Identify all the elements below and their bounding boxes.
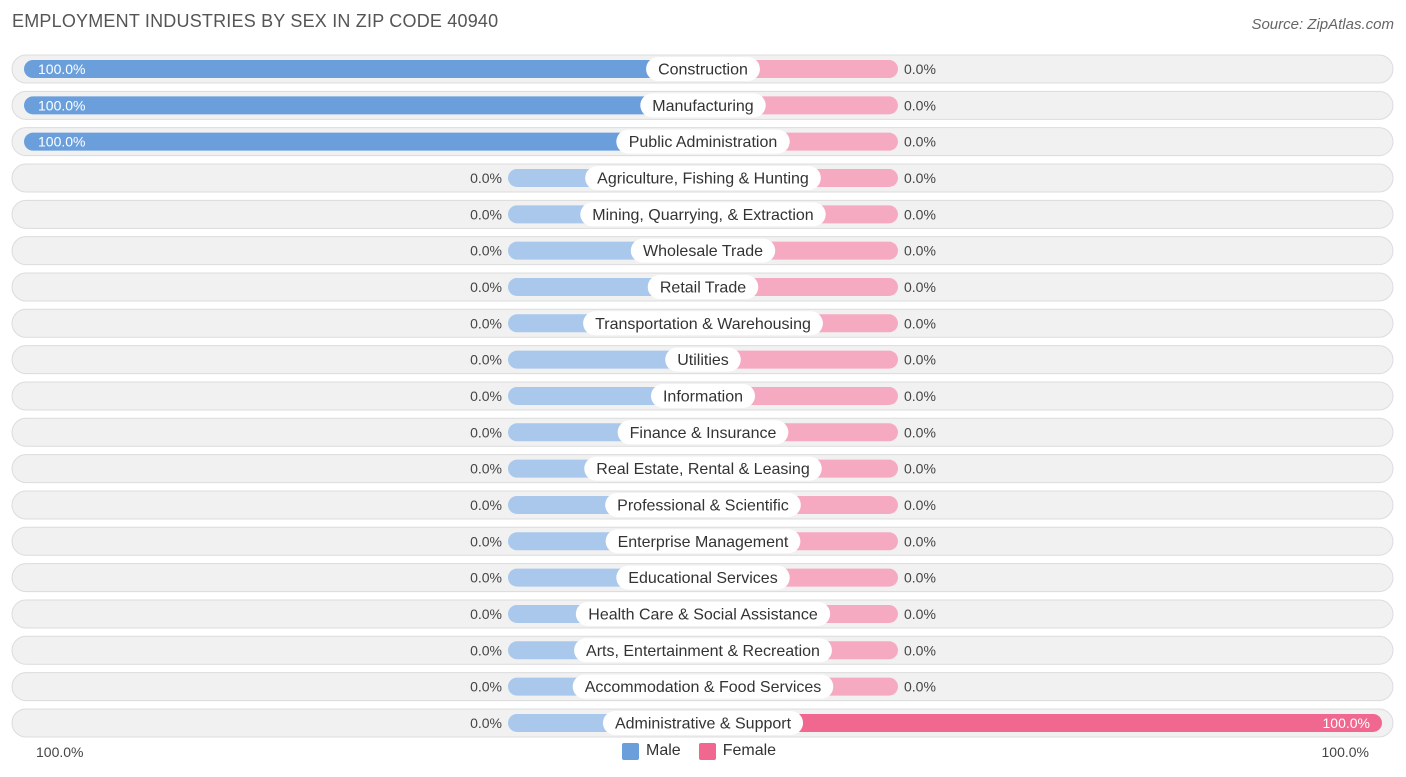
category-pill <box>647 274 759 299</box>
axis-right-label: 100.0% <box>1321 744 1369 760</box>
female-value-label: 0.0% <box>904 388 936 404</box>
category-pill <box>650 383 756 408</box>
category-pill <box>616 565 790 590</box>
male-value-label: 0.0% <box>470 243 502 259</box>
category-label: Construction <box>658 62 748 79</box>
female-value-label: 0.0% <box>904 243 936 259</box>
male-value-label: 0.0% <box>470 279 502 295</box>
category-pill <box>605 529 801 554</box>
category-label: Health Care & Social Assistance <box>588 606 818 623</box>
category-label: Transportation & Warehousing <box>595 316 811 333</box>
male-value-label: 0.0% <box>470 388 502 404</box>
category-pill <box>630 238 776 263</box>
legend-female-label: Female <box>722 742 777 759</box>
male-value-label: 0.0% <box>470 206 502 222</box>
male-value-label: 100.0% <box>38 134 85 150</box>
source-credit: Source: ZipAtlas.com <box>1251 16 1394 33</box>
category-pill <box>572 674 834 699</box>
category-label: Utilities <box>677 352 729 369</box>
category-pill <box>583 311 823 336</box>
female-value-label: 0.0% <box>904 606 936 622</box>
category-label: Agriculture, Fishing & Hunting <box>597 170 809 187</box>
male-value-label: 100.0% <box>38 97 85 113</box>
category-pill <box>575 601 831 626</box>
category-label: Information <box>663 388 743 405</box>
female-value-label: 0.0% <box>904 424 936 440</box>
category-pill <box>617 420 789 445</box>
category-pill <box>580 202 826 227</box>
female-value-label: 100.0% <box>1323 715 1370 731</box>
female-value-label: 0.0% <box>904 315 936 331</box>
category-pill <box>665 347 741 372</box>
male-value-label: 0.0% <box>470 315 502 331</box>
category-pill <box>605 492 801 517</box>
male-value-label: 0.0% <box>470 461 502 477</box>
bar-female <box>703 350 898 369</box>
category-label: Mining, Quarrying, & Extraction <box>592 207 813 224</box>
category-label: Administrative & Support <box>615 715 792 732</box>
female-value-label: 0.0% <box>904 461 936 477</box>
male-value-label: 0.0% <box>470 606 502 622</box>
female-value-label: 0.0% <box>904 533 936 549</box>
female-value-label: 0.0% <box>904 134 936 150</box>
category-label: Retail Trade <box>660 279 746 296</box>
bar-male <box>508 350 703 369</box>
category-label: Arts, Entertainment & Recreation <box>586 643 820 660</box>
female-value-label: 0.0% <box>904 570 936 586</box>
female-value-label: 0.0% <box>904 97 936 113</box>
chart-title: EMPLOYMENT INDUSTRIES BY SEX IN ZIP CODE… <box>12 11 499 31</box>
male-value-label: 0.0% <box>470 170 502 186</box>
female-value-label: 0.0% <box>904 206 936 222</box>
category-pill <box>584 456 822 481</box>
chart-area: Construction 100.0% 0.0% Manufacturing 100.0… <box>11 54 1394 738</box>
category-label: Educational Services <box>628 570 777 587</box>
legend-male: Male <box>622 742 681 760</box>
category-label: Finance & Insurance <box>630 425 777 442</box>
male-value-label: 100.0% <box>38 61 85 77</box>
male-value-label: 0.0% <box>470 715 502 731</box>
female-value-label: 0.0% <box>904 61 936 77</box>
male-swatch <box>622 742 639 760</box>
female-value-label: 0.0% <box>904 279 936 295</box>
male-value-label: 0.0% <box>470 642 502 658</box>
female-value-label: 0.0% <box>904 170 936 186</box>
bar-female <box>703 713 1382 732</box>
bar-male <box>24 60 703 78</box>
category-label: Professional & Scientific <box>617 497 789 514</box>
category-pill <box>602 710 804 735</box>
category-label: Manufacturing <box>652 98 753 115</box>
female-swatch <box>698 742 716 760</box>
legend: 100.0% Male Female 100.0% <box>0 741 1406 765</box>
category-label: Enterprise Management <box>618 534 789 551</box>
category-label: Accommodation & Food Services <box>585 679 822 696</box>
female-value-label: 0.0% <box>904 642 936 658</box>
category-pill <box>585 165 821 190</box>
female-value-label: 0.0% <box>904 352 936 368</box>
category-pill <box>646 57 760 81</box>
category-pill <box>616 129 790 154</box>
legend-female: Female <box>698 742 777 760</box>
category-label: Wholesale Trade <box>643 243 763 260</box>
female-value-label: 0.0% <box>904 497 936 513</box>
male-value-label: 0.0% <box>470 352 502 368</box>
bar-male <box>24 132 703 151</box>
category-pill <box>640 93 766 118</box>
legend-items: Male Female <box>622 742 776 760</box>
bar-male <box>24 96 703 115</box>
category-label: Real Estate, Rental & Leasing <box>596 461 809 478</box>
male-value-label: 0.0% <box>470 424 502 440</box>
male-value-label: 0.0% <box>470 570 502 586</box>
axis-left-label: 100.0% <box>36 744 84 760</box>
legend-male-label: Male <box>646 742 681 759</box>
male-value-label: 0.0% <box>470 679 502 695</box>
category-pill <box>574 638 832 663</box>
female-value-label: 0.0% <box>904 679 936 695</box>
male-value-label: 0.0% <box>470 497 502 513</box>
category-label: Public Administration <box>629 134 778 151</box>
male-value-label: 0.0% <box>470 533 502 549</box>
